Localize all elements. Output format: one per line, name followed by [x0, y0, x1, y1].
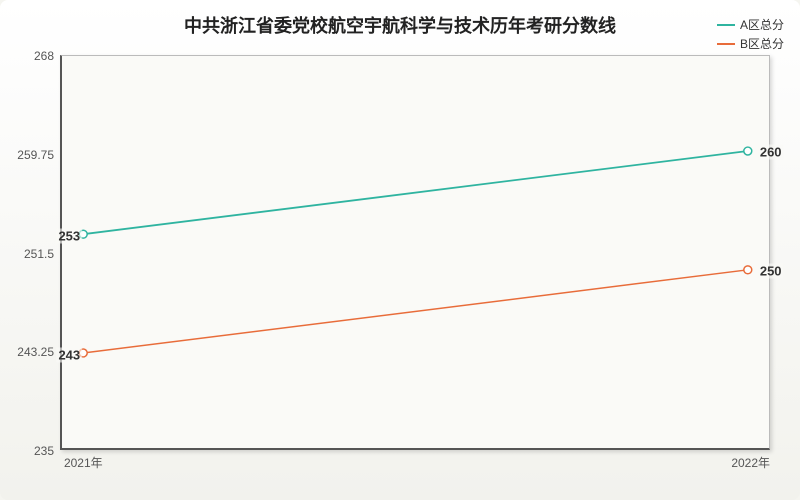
- chart-container: 中共浙江省委党校航空宇航科学与技术历年考研分数线 A区总分B区总分 235243…: [0, 0, 800, 500]
- legend-label: B区总分: [740, 35, 784, 52]
- legend-item: B区总分: [717, 35, 784, 52]
- y-axis-tick: 259.75: [17, 148, 62, 162]
- x-axis-tick: 2022年: [731, 448, 770, 471]
- data-label: 250: [758, 264, 784, 279]
- y-axis-tick: 235: [34, 444, 62, 458]
- series-line: [83, 151, 748, 234]
- data-label: 260: [758, 144, 784, 159]
- y-axis-tick: 268: [34, 49, 62, 63]
- data-label: 243: [56, 348, 82, 363]
- y-axis-tick: 243.25: [17, 345, 62, 359]
- plot-area: 235243.25251.5259.752682021年2022年2532602…: [60, 55, 770, 450]
- chart-title: 中共浙江省委党校航空宇航科学与技术历年考研分数线: [0, 12, 800, 38]
- line-layer: [62, 56, 769, 448]
- x-axis-tick: 2021年: [64, 448, 103, 471]
- legend: A区总分 B区总分: [717, 16, 784, 54]
- data-marker: [744, 147, 752, 155]
- legend-item: A区总分: [717, 16, 784, 33]
- legend-swatch: [717, 43, 735, 45]
- legend-label: A区总分: [740, 16, 784, 33]
- legend-swatch: [717, 24, 735, 26]
- data-marker: [744, 266, 752, 274]
- series-line: [83, 270, 748, 353]
- data-label: 253: [56, 228, 82, 243]
- y-axis-tick: 251.5: [24, 247, 62, 261]
